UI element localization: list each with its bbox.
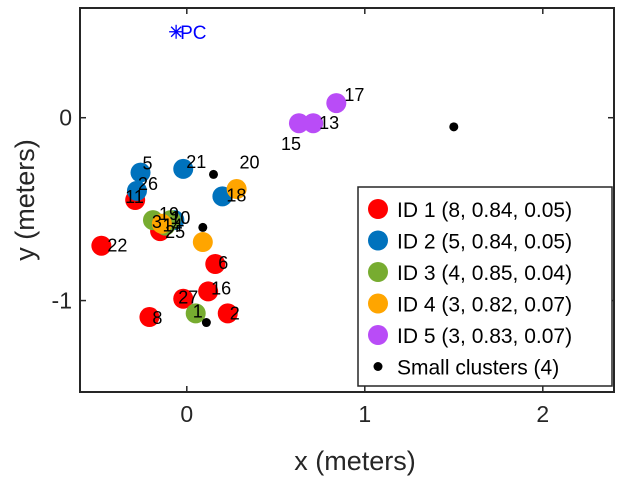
x-tick-label: 0 xyxy=(180,401,193,427)
legend-marker xyxy=(373,362,383,371)
cluster-point xyxy=(288,113,309,134)
cluster-point xyxy=(192,232,213,253)
point-label: 25 xyxy=(165,222,185,242)
point-label: 1 xyxy=(193,301,203,321)
point-label: 17 xyxy=(344,85,364,105)
cluster-point xyxy=(303,113,324,134)
small-cluster-point xyxy=(198,222,208,232)
y-tick-label: -1 xyxy=(52,288,72,314)
legend-entry-label: ID 1 (8, 0.84, 0.05) xyxy=(397,199,572,222)
cluster-point xyxy=(139,307,160,328)
cluster-point xyxy=(326,93,347,114)
point-label: 19 xyxy=(159,204,179,224)
small-cluster-point xyxy=(201,318,211,328)
point-label: 21 xyxy=(186,152,206,172)
point-label: 22 xyxy=(107,236,127,256)
cluster-point xyxy=(185,303,206,324)
pc-asterisk-marker xyxy=(169,24,184,39)
point-label: 16 xyxy=(211,278,231,298)
pc-asterisk-stroke xyxy=(170,26,182,38)
legend-entry-label: Small clusters (4) xyxy=(397,357,559,380)
point-label: 15 xyxy=(281,134,301,154)
point-label: 3 xyxy=(152,212,162,232)
cluster-point xyxy=(126,180,147,201)
point-label: 5 xyxy=(143,154,153,174)
point-label: 26 xyxy=(138,174,158,194)
point-label: 20 xyxy=(240,152,260,172)
legend-entry-label: ID 3 (4, 0.85, 0.04) xyxy=(397,262,572,285)
cluster-point xyxy=(173,288,194,309)
cluster-point xyxy=(91,235,112,256)
y-axis-label: y (meters) xyxy=(10,139,40,261)
point-label: 14 xyxy=(162,216,182,236)
legend-entry-label: ID 5 (3, 0.83, 0.07) xyxy=(397,325,572,348)
cluster-point xyxy=(130,162,151,183)
legend-entry-label: ID 4 (3, 0.82, 0.07) xyxy=(397,294,572,317)
legend-marker xyxy=(368,293,388,314)
small-cluster-point xyxy=(449,122,459,132)
x-tick-label: 1 xyxy=(358,401,371,427)
point-label: 27 xyxy=(178,288,198,308)
cluster-point xyxy=(173,158,194,179)
cluster-point xyxy=(151,213,172,234)
y-tick-label: 0 xyxy=(59,105,72,131)
point-label: 18 xyxy=(226,185,246,205)
point-label: 13 xyxy=(319,113,339,133)
x-axis-label: x (meters) xyxy=(294,446,416,476)
legend-marker xyxy=(368,262,388,282)
cluster-point xyxy=(205,254,226,274)
point-label: 10 xyxy=(170,208,190,228)
cluster-point xyxy=(198,281,219,302)
point-label: 2 xyxy=(230,303,240,323)
pc-label: PC xyxy=(180,23,206,44)
plot-frame xyxy=(79,7,615,393)
legend-entry-label: ID 2 (5, 0.84, 0.05) xyxy=(397,231,572,254)
x-tick-label: 2 xyxy=(536,401,549,427)
small-cluster-point xyxy=(209,169,218,179)
cluster-point xyxy=(226,179,247,200)
point-label: 8 xyxy=(152,308,162,328)
legend-box xyxy=(357,186,613,387)
point-label: 6 xyxy=(218,253,228,273)
point-label: 11 xyxy=(125,187,144,207)
cluster-point xyxy=(217,303,238,324)
legend-marker xyxy=(368,199,388,219)
legend: ID 1 (8, 0.84, 0.05) ID 2 (5, 0.84, 0.05)… xyxy=(357,186,613,387)
legend-marker xyxy=(368,325,388,345)
axis-ticks: 0 1 2 -1 0 xyxy=(52,8,614,427)
legend-marker xyxy=(368,230,388,251)
